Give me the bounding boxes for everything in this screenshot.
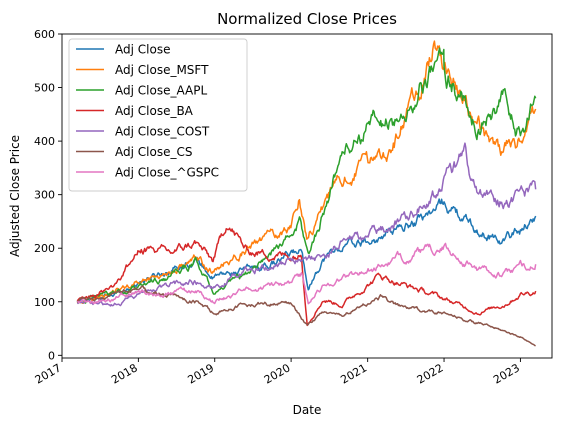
series-line-4 (77, 142, 537, 307)
legend-box (68, 38, 248, 192)
y-axis: 0 100 200 300 400 500 600 (34, 28, 62, 362)
legend-label: Adj Close (115, 43, 170, 57)
x-tick-label: 2020 (262, 361, 293, 386)
legend-label: Adj Close_^GSPC (115, 166, 219, 180)
y-tick-label: 0 (48, 349, 55, 362)
series-line-1 (76, 40, 537, 305)
x-tick-label: 2019 (185, 361, 216, 386)
y-tick-label: 200 (34, 242, 55, 255)
series-line-3 (76, 227, 537, 327)
x-tick-label: 2018 (109, 361, 140, 386)
plot-frame (61, 33, 553, 359)
x-axis-label: Date (293, 403, 322, 417)
y-tick-label: 300 (34, 189, 55, 202)
x-tick-label: 2023 (491, 361, 522, 386)
y-tick-label: 500 (34, 82, 55, 95)
y-axis-label: Adjusted Close Price (8, 135, 22, 257)
legend-label: Adj Close_MSFT (115, 63, 209, 77)
x-tick-label: 2021 (338, 361, 369, 386)
chart-title: Normalized Close Prices (217, 10, 397, 28)
legend-label: Adj Close_CS (115, 145, 192, 159)
x-axis: 2017 2018 2019 2020 2021 2022 2023 (33, 358, 522, 387)
series-line-0 (76, 198, 537, 303)
legend: Adj Close Adj Close_MSFT Adj Close_AAPL Adj… (68, 38, 248, 192)
legend-label: Adj Close_COST (115, 125, 210, 139)
legend-label: Adj Close_BA (115, 104, 194, 118)
legend-label: Adj Close_AAPL (115, 84, 207, 98)
y-tick-label: 100 (34, 296, 55, 309)
y-tick-label: 600 (34, 28, 55, 41)
series-layer (76, 40, 537, 347)
x-tick-label: 2022 (415, 361, 446, 386)
series-line-6 (77, 242, 537, 305)
series-line-2 (76, 47, 537, 304)
series-line-5 (76, 285, 536, 347)
y-tick-label: 400 (34, 135, 55, 148)
x-tick-label: 2017 (33, 361, 64, 386)
